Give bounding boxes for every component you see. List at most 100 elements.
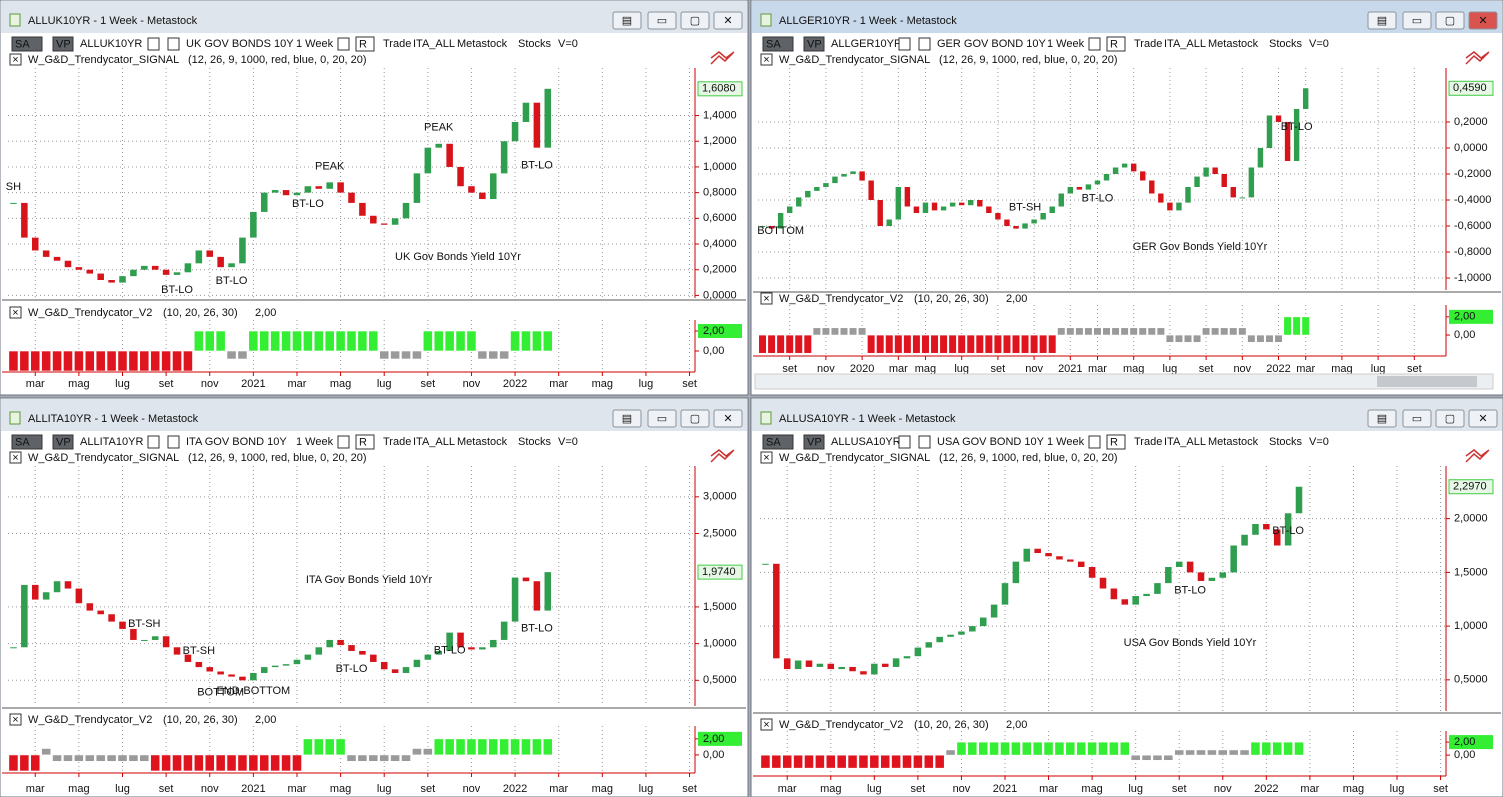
toolbar-button[interactable] xyxy=(355,434,375,450)
candle xyxy=(892,658,900,667)
toolbar-button[interactable] xyxy=(52,434,74,450)
y-tick-label: -0,4000 xyxy=(1454,194,1491,206)
candle xyxy=(293,659,301,665)
description-dropdown[interactable] xyxy=(918,435,931,449)
symbol-dropdown[interactable] xyxy=(898,435,911,449)
period-dropdown[interactable] xyxy=(1088,37,1101,51)
candle xyxy=(949,202,956,207)
candle xyxy=(1154,583,1161,594)
period-dropdown[interactable] xyxy=(1088,435,1101,449)
minimize-button[interactable] xyxy=(1402,409,1432,428)
indicator-bar xyxy=(1043,741,1054,756)
close-button[interactable] xyxy=(1468,409,1498,428)
indicator-checkbox[interactable] xyxy=(9,306,22,319)
candle xyxy=(130,628,137,640)
toolbar-button[interactable] xyxy=(762,36,794,52)
candle xyxy=(1022,223,1028,229)
candle xyxy=(827,663,835,670)
indicator-bar xyxy=(510,330,520,352)
source: Metastock xyxy=(457,38,508,50)
annotation: BOTTOM xyxy=(197,686,244,698)
candle xyxy=(1230,545,1237,573)
maximize-button[interactable] xyxy=(1435,409,1465,428)
symbol-dropdown[interactable] xyxy=(898,37,911,51)
indicator-bar xyxy=(978,741,989,756)
checkbox-glyph: × xyxy=(763,293,769,305)
y-tick-label: 0,00 xyxy=(703,345,724,357)
trend-icon xyxy=(710,449,735,463)
toolbar-button[interactable] xyxy=(11,36,43,52)
x-tick-label: set xyxy=(911,783,926,795)
indicator-bar xyxy=(292,330,302,352)
description-dropdown[interactable] xyxy=(167,435,180,449)
properties-button[interactable] xyxy=(612,11,642,30)
signal-checkbox[interactable] xyxy=(9,451,22,464)
maximize-button[interactable] xyxy=(680,11,710,30)
volume: V=0 xyxy=(558,436,578,448)
maximize-button[interactable] xyxy=(1435,11,1465,30)
properties-button[interactable] xyxy=(1367,409,1397,428)
candle xyxy=(260,667,268,673)
indicator-bar xyxy=(1247,334,1256,343)
toolbar-button[interactable] xyxy=(803,36,825,52)
scrollbar-thumb[interactable] xyxy=(1377,376,1477,387)
maximize-button[interactable] xyxy=(680,409,710,428)
close-button[interactable] xyxy=(713,11,743,30)
period-dropdown[interactable] xyxy=(337,37,350,51)
minimize-button[interactable] xyxy=(647,409,677,428)
close-button[interactable] xyxy=(1468,11,1498,30)
indicator-checkbox[interactable] xyxy=(760,292,773,305)
scrollbar[interactable] xyxy=(754,373,1494,390)
indicator-bar xyxy=(912,334,921,354)
indicator-bar xyxy=(1147,327,1156,336)
y-tick-label: -0,6000 xyxy=(1454,220,1491,232)
toolbar-button[interactable] xyxy=(11,434,43,450)
minimize-button[interactable] xyxy=(647,11,677,30)
indicator-bar xyxy=(357,754,368,762)
list: ITA_ALL xyxy=(413,38,455,50)
period-dropdown[interactable] xyxy=(337,435,350,449)
candle xyxy=(75,267,83,270)
toolbar-button[interactable] xyxy=(355,36,375,52)
x-tick-label: lug xyxy=(1128,783,1143,795)
y-tick-label: 2,0000 xyxy=(1454,513,1488,525)
indicator-bar xyxy=(993,334,1002,354)
indicator-bar xyxy=(776,334,785,354)
candle xyxy=(544,572,552,611)
candle xyxy=(1085,184,1092,190)
indicator-bar xyxy=(368,330,379,352)
symbol-dropdown[interactable] xyxy=(147,37,160,51)
indicator-bar xyxy=(767,334,776,354)
candle xyxy=(468,186,475,193)
indicator-bar xyxy=(815,754,825,769)
symbol-dropdown[interactable] xyxy=(147,435,160,449)
toolbar-button[interactable] xyxy=(1106,36,1126,52)
candle xyxy=(64,581,72,589)
candle xyxy=(1158,193,1164,203)
indicator-checkbox[interactable] xyxy=(9,713,22,726)
minimize-button[interactable] xyxy=(1402,11,1432,30)
close-button[interactable] xyxy=(713,409,743,428)
candle xyxy=(1208,577,1216,581)
candle xyxy=(1012,561,1020,584)
candle xyxy=(1076,186,1083,190)
description-dropdown[interactable] xyxy=(167,37,180,51)
indicator-checkbox[interactable] xyxy=(760,718,773,731)
symbol: ALLGER10YR xyxy=(831,38,902,50)
properties-button[interactable] xyxy=(1367,11,1397,30)
last-price-label: 1,6080 xyxy=(702,83,736,95)
signal-checkbox[interactable] xyxy=(760,53,773,66)
annotation: BT-LO xyxy=(1082,192,1114,204)
indicator-bar xyxy=(106,350,117,372)
signal-checkbox[interactable] xyxy=(760,451,773,464)
x-tick-label: mag xyxy=(330,783,351,795)
toolbar-button[interactable] xyxy=(52,36,74,52)
toolbar-button[interactable] xyxy=(762,434,794,450)
indicator-bar xyxy=(1111,327,1120,336)
toolbar-button[interactable] xyxy=(803,434,825,450)
window-icon xyxy=(760,411,772,425)
description-dropdown[interactable] xyxy=(918,37,931,51)
signal-checkbox[interactable] xyxy=(9,53,22,66)
properties-button[interactable] xyxy=(612,409,642,428)
toolbar-button[interactable] xyxy=(1106,434,1126,450)
